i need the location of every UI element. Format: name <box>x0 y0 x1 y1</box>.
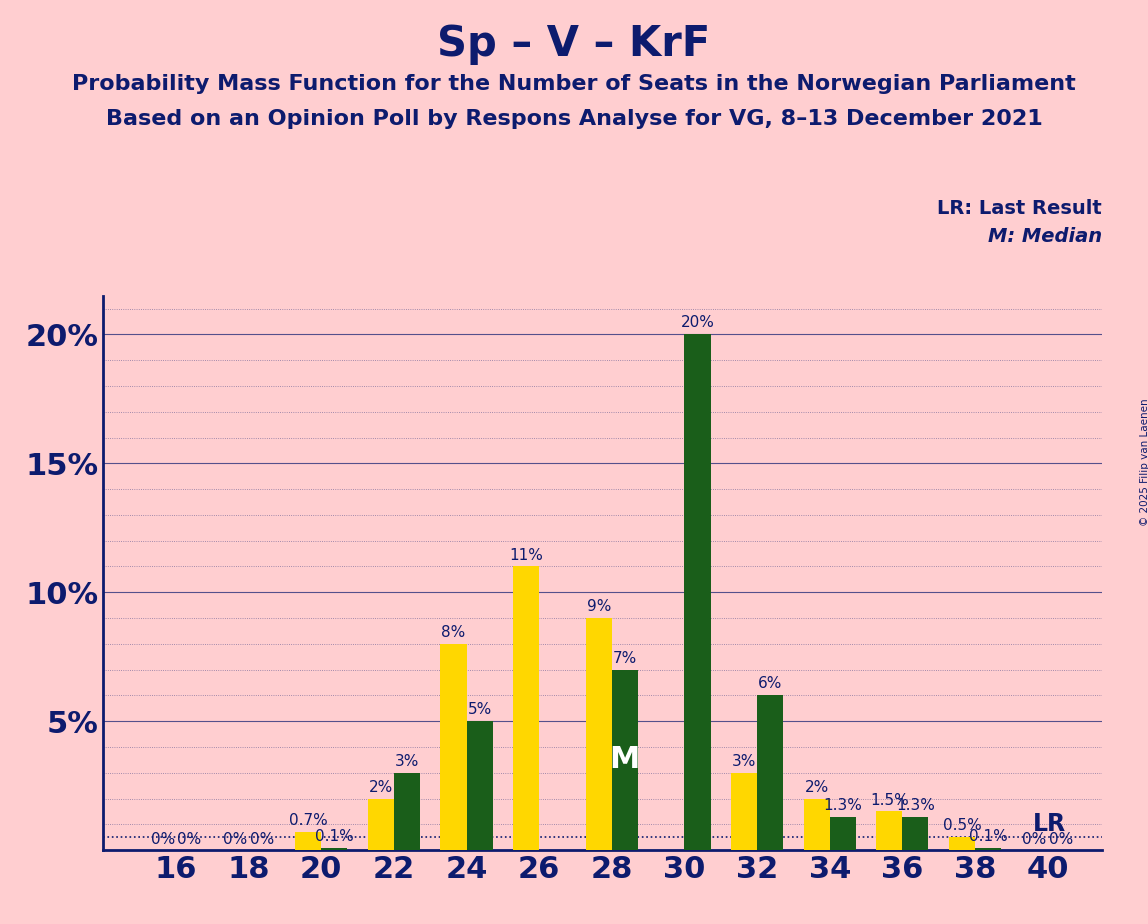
Text: 3%: 3% <box>731 754 757 769</box>
Bar <box>804 798 830 850</box>
Text: 0%: 0% <box>1048 832 1072 847</box>
Bar <box>876 811 902 850</box>
Text: 0.7%: 0.7% <box>289 813 327 828</box>
Text: 0%: 0% <box>150 832 174 847</box>
Text: © 2025 Filip van Laenen: © 2025 Filip van Laenen <box>1140 398 1148 526</box>
Text: Based on an Opinion Poll by Respons Analyse for VG, 8–13 December 2021: Based on an Opinion Poll by Respons Anal… <box>106 109 1042 129</box>
Bar <box>513 566 540 850</box>
Bar <box>684 334 711 850</box>
Text: Probability Mass Function for the Number of Seats in the Norwegian Parliament: Probability Mass Function for the Number… <box>72 74 1076 94</box>
Bar <box>466 721 492 850</box>
Text: 5%: 5% <box>467 702 491 717</box>
Bar <box>975 847 1001 850</box>
Bar <box>295 832 321 850</box>
Bar <box>902 817 929 850</box>
Text: 0%: 0% <box>249 832 273 847</box>
Text: 1.3%: 1.3% <box>823 797 862 813</box>
Text: Sp – V – KrF: Sp – V – KrF <box>437 23 711 65</box>
Text: 0.1%: 0.1% <box>315 829 354 844</box>
Bar <box>612 670 638 850</box>
Bar <box>441 644 466 850</box>
Bar <box>367 798 394 850</box>
Text: 9%: 9% <box>587 599 611 614</box>
Text: 2%: 2% <box>805 780 829 795</box>
Text: 0%: 0% <box>224 832 248 847</box>
Text: LR: LR <box>1033 812 1065 836</box>
Text: 11%: 11% <box>509 548 543 563</box>
Text: 0.1%: 0.1% <box>969 829 1008 844</box>
Bar <box>948 837 975 850</box>
Text: 1.3%: 1.3% <box>895 797 934 813</box>
Text: 20%: 20% <box>681 315 714 331</box>
Text: 8%: 8% <box>441 625 466 640</box>
Text: 7%: 7% <box>613 650 637 665</box>
Text: LR: Last Result: LR: Last Result <box>937 199 1102 218</box>
Bar <box>757 696 783 850</box>
Text: 0%: 0% <box>1023 832 1047 847</box>
Bar <box>321 847 348 850</box>
Bar <box>731 772 757 850</box>
Text: 1.5%: 1.5% <box>870 793 908 808</box>
Bar <box>394 772 420 850</box>
Text: M: M <box>610 746 641 774</box>
Text: 0.5%: 0.5% <box>943 819 982 833</box>
Text: 3%: 3% <box>395 754 419 769</box>
Text: 2%: 2% <box>369 780 393 795</box>
Text: 6%: 6% <box>758 676 782 691</box>
Bar <box>830 817 856 850</box>
Bar <box>585 618 612 850</box>
Text: 0%: 0% <box>177 832 201 847</box>
Text: M: Median: M: Median <box>988 227 1102 247</box>
